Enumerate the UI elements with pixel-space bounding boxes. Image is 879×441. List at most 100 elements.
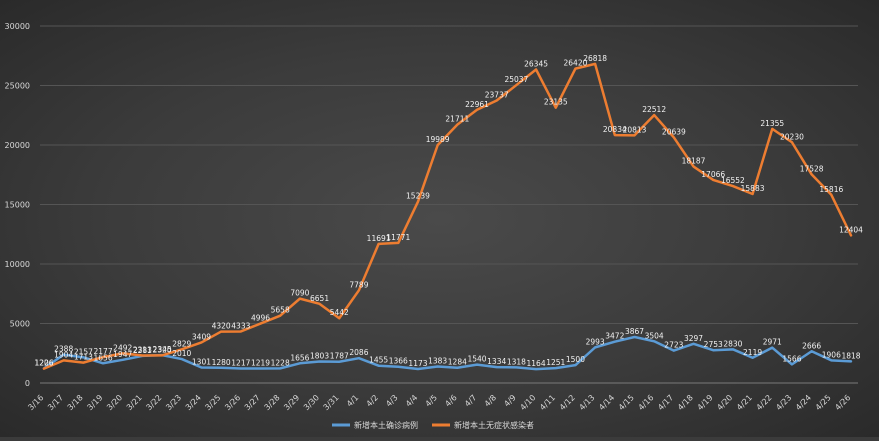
asymptomatic-data-label: 7090 <box>290 289 309 298</box>
y-tick-label: 15000 <box>5 201 30 210</box>
confirmed-data-label: 1500 <box>566 355 585 364</box>
asymptomatic-data-label: 26818 <box>583 54 607 63</box>
asymptomatic-data-label: 26345 <box>524 59 548 68</box>
confirmed-data-label: 1219 <box>251 358 270 367</box>
x-tick-label: 3/21 <box>125 393 144 412</box>
x-tick-label: 3/31 <box>322 393 341 412</box>
legend-label-confirmed: 新增本土确诊病例 <box>354 420 418 430</box>
asymptomatic-data-label: 2492 <box>113 343 132 352</box>
confirmed-data-label: 1947 <box>113 350 132 359</box>
confirmed-data-label: 2119 <box>743 348 762 357</box>
confirmed-data-label: 1818 <box>841 351 860 360</box>
x-tick-label: 4/16 <box>637 393 656 412</box>
asymptomatic-data-label: 1713 <box>74 353 93 362</box>
asymptomatic-data-label: 15883 <box>741 184 765 193</box>
x-tick-label: 4/23 <box>774 393 793 412</box>
y-tick-label: 20000 <box>5 141 30 150</box>
asymptomatic-data-label: 22961 <box>465 100 489 109</box>
asymptomatic-data-label: 20230 <box>780 132 804 141</box>
confirmed-data-label: 1228 <box>271 358 290 367</box>
asymptomatic-data-label: 1206 <box>34 359 53 368</box>
confirmed-data-label: 2830 <box>723 339 742 348</box>
y-tick-label: 30000 <box>5 22 30 31</box>
asymptomatic-data-label: 25037 <box>504 75 528 84</box>
x-tick-label: 3/16 <box>26 393 45 412</box>
x-tick-label: 4/9 <box>502 393 517 408</box>
x-tick-label: 3/28 <box>263 393 282 412</box>
confirmed-data-label: 1318 <box>507 357 526 366</box>
legend-label-asymptomatic: 新增本土无症状感染者 <box>454 420 534 430</box>
x-tick-label: 4/24 <box>794 393 813 412</box>
y-axis: 0 5000 10000 15000 20000 25000 30000 <box>5 22 30 388</box>
asymptomatic-data-label: 2313 <box>133 345 152 354</box>
x-tick-label: 3/25 <box>203 393 222 412</box>
y-tick-label: 10000 <box>5 260 30 269</box>
x-tick-label: 3/22 <box>144 393 163 412</box>
confirmed-data-label: 1251 <box>546 358 565 367</box>
asymptomatic-data-label: 12404 <box>839 225 863 234</box>
confirmed-data-label: 1301 <box>192 358 211 367</box>
y-tick-label: 0 <box>25 379 30 388</box>
y-tick-label: 5000 <box>10 320 30 329</box>
confirmed-data-label: 2345 <box>153 345 172 354</box>
asymptomatic-data-label: 7789 <box>349 280 368 289</box>
x-tick-label: 4/19 <box>696 393 715 412</box>
x-tick-label: 4/6 <box>443 393 458 408</box>
x-tick-label: 4/15 <box>617 393 636 412</box>
x-tick-label: 3/26 <box>223 393 242 412</box>
confirmed-data-label: 1566 <box>782 354 801 363</box>
confirmed-data-label: 2971 <box>763 338 782 347</box>
x-tick-label: 3/23 <box>164 393 183 412</box>
x-tick-label: 4/1 <box>345 393 360 408</box>
confirmed-data-label: 2086 <box>349 348 368 357</box>
x-tick-label: 4/8 <box>483 393 498 408</box>
asymptomatic-data-label: 19989 <box>426 135 450 144</box>
asymptomatic-data-label: 4320 <box>212 322 231 331</box>
asymptomatic-data-label: 4996 <box>251 314 270 323</box>
asymptomatic-data-label: 2320 <box>153 345 172 354</box>
x-tick-label: 3/19 <box>85 393 104 412</box>
confirmed-data-label: 1455 <box>369 356 388 365</box>
asymptomatic-data-label: 17066 <box>701 170 725 179</box>
asymptomatic-data-label: 15816 <box>819 185 843 194</box>
confirmed-data-label: 1383 <box>428 357 447 366</box>
x-tick-label: 4/13 <box>577 393 596 412</box>
confirmed-data-label: 3472 <box>605 332 624 341</box>
x-tick-label: 4/7 <box>463 393 478 408</box>
asymptomatic-data-label: 23737 <box>485 91 509 100</box>
x-tick-label: 3/20 <box>105 393 124 412</box>
confirmed-data-label: 2157 <box>74 347 93 356</box>
x-tick-label: 4/14 <box>597 393 616 412</box>
asymptomatic-data-label: 6651 <box>310 294 329 303</box>
confirmed-cases-line <box>42 335 853 371</box>
x-tick-label: 4/12 <box>558 393 577 412</box>
x-axis: 3/16 3/17 3/18 3/19 3/20 3/21 3/22 3/23 3/24 3/25… <box>26 393 852 412</box>
confirmed-data-label: 1226 <box>34 358 53 367</box>
confirmed-data-label: 1173 <box>408 359 427 368</box>
asymptomatic-data-label: 17528 <box>800 164 824 173</box>
confirmed-data-label: 1217 <box>231 359 250 368</box>
asymptomatic-data-label: 2177 <box>94 347 113 356</box>
asymptomatic-data-label: 23135 <box>544 98 568 107</box>
asymptomatic-data-label: 21355 <box>760 119 784 128</box>
confirmed-data-label: 2010 <box>172 349 191 358</box>
x-tick-label: 3/29 <box>282 393 301 412</box>
asymptomatic-data-label: 4333 <box>231 321 250 330</box>
x-tick-label: 4/22 <box>755 393 774 412</box>
confirmed-data-label: 2993 <box>586 337 605 346</box>
confirmed-data-label: 1803 <box>310 352 329 361</box>
asymptomatic-data-label: 18187 <box>682 157 706 166</box>
asymptomatic-data-label: 26420 <box>564 59 588 68</box>
asymptomatic-data-label: 11771 <box>386 233 410 242</box>
x-tick-label: 4/4 <box>404 393 419 408</box>
confirmed-data-label: 1656 <box>94 353 113 362</box>
confirmed-data-label: 1366 <box>389 357 408 366</box>
asymptomatic-data-label: 5658 <box>271 306 290 315</box>
x-tick-label: 3/18 <box>66 393 85 412</box>
x-tick-label: 3/24 <box>184 393 203 412</box>
confirmed-data-label: 1906 <box>822 350 841 359</box>
legend: 新增本土确诊病例 新增本土无症状感染者 <box>332 420 534 430</box>
confirmed-data-label: 1656 <box>290 353 309 362</box>
x-tick-label: 4/20 <box>715 393 734 412</box>
